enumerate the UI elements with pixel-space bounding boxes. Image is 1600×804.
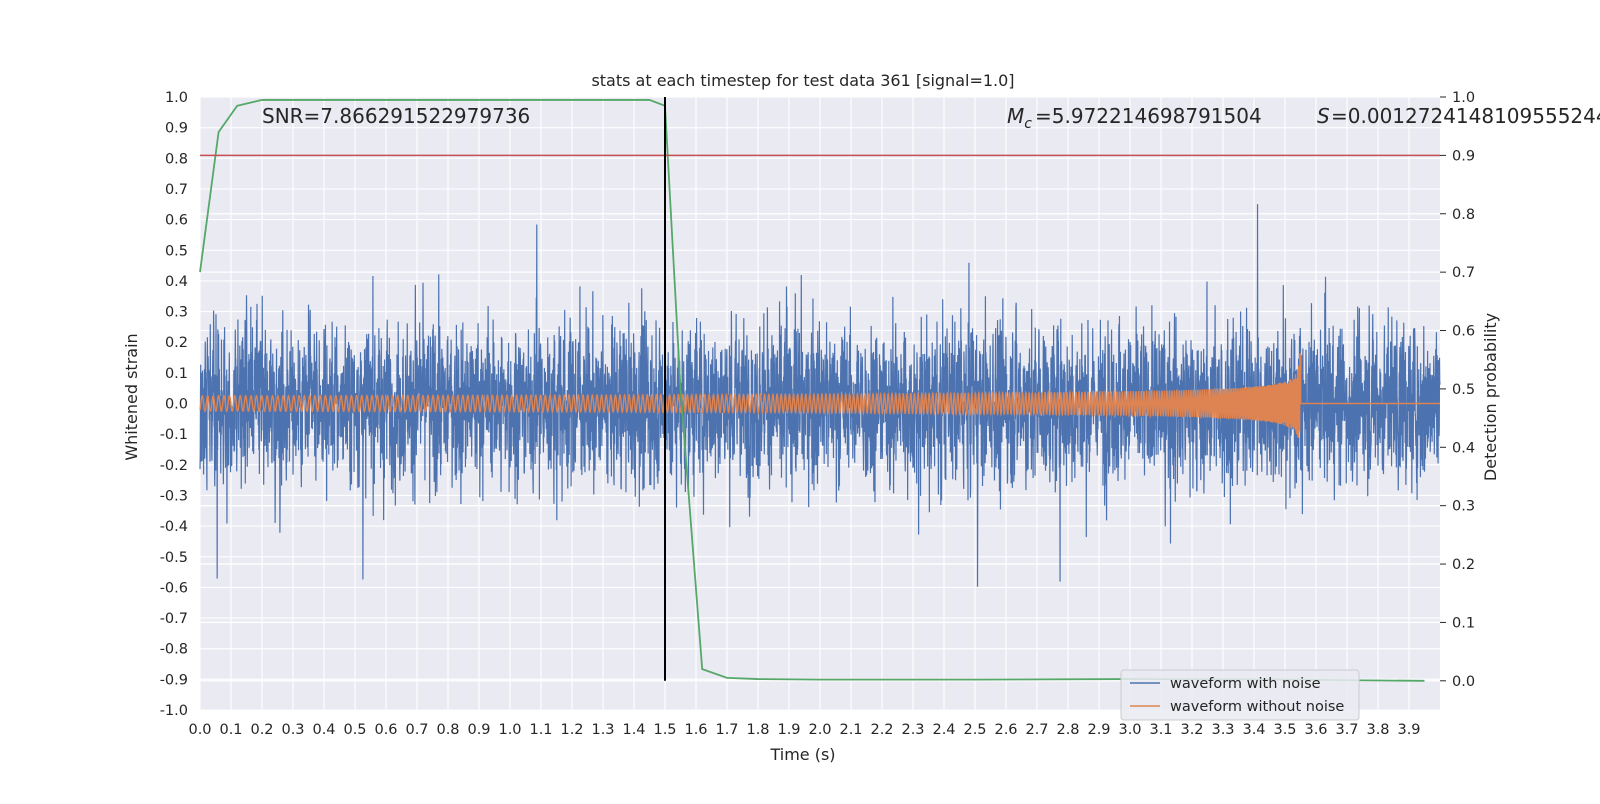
y-left-tick-label: -0.7 — [160, 611, 188, 627]
x-tick-label: 2.5 — [963, 722, 986, 738]
legend-box — [1120, 669, 1360, 721]
y-right-tick-label: 0.4 — [1452, 440, 1475, 456]
x-tick-label: 0.5 — [343, 722, 366, 738]
legend-label-clean: waveform without noise — [1170, 699, 1344, 715]
y-left-tick-label: 0.4 — [165, 274, 188, 290]
y-left-tick-label: -0.5 — [160, 550, 188, 566]
y-left-tick-label: -0.3 — [160, 488, 188, 504]
x-tick-label: 2.3 — [901, 722, 924, 738]
x-tick-label: 3.8 — [1366, 722, 1389, 738]
x-tick-label: 0.4 — [312, 722, 335, 738]
x-tick-label: 0.3 — [281, 722, 304, 738]
probability-line — [199, 99, 1425, 682]
x-tick-label: 1.7 — [715, 722, 738, 738]
legend: waveform with noise waveform without noi… — [1120, 669, 1360, 721]
x-tick-label: 3.1 — [1149, 722, 1172, 738]
x-tick-label: 0.8 — [436, 722, 459, 738]
x-tick-label: 2.2 — [870, 722, 893, 738]
y-right-tick-label: 0.1 — [1452, 615, 1475, 631]
series-waveform-without-noise — [199, 353, 1440, 438]
x-tick-label: 2.9 — [1087, 722, 1110, 738]
y-right-tick-label: 0.9 — [1452, 148, 1475, 164]
clean-line — [199, 353, 1440, 438]
y-right-tick-label: 0.6 — [1452, 324, 1475, 340]
x-tick-label: 1.5 — [653, 722, 676, 738]
x-tick-label: 0.9 — [467, 722, 490, 738]
y-left-tick-label: 0.6 — [165, 213, 188, 229]
x-tick-label: 1.6 — [684, 722, 707, 738]
chirp-mass-value: =5.972214698791504 — [1035, 104, 1262, 128]
x-tick-label: 2.6 — [994, 722, 1017, 738]
y-left-tick-label: -0.9 — [160, 672, 188, 688]
x-tick-label: 0.7 — [405, 722, 428, 738]
chart-title: stats at each timestep for test data 361… — [591, 71, 1014, 90]
legend-label-noise: waveform with noise — [1170, 676, 1321, 692]
x-tick-label: 2.1 — [839, 722, 862, 738]
y-right-tick-label: 0.0 — [1452, 674, 1475, 690]
x-tick-label: 2.8 — [1056, 722, 1079, 738]
y-left-tick-label: -1.0 — [160, 703, 188, 719]
y-left-tick-label: 0.1 — [165, 366, 188, 382]
y-left-tick-label: 0.8 — [165, 151, 188, 167]
x-tick-label: 0.1 — [219, 722, 242, 738]
x-axis-label: Time (s) — [769, 745, 835, 764]
x-tick-label: 2.4 — [932, 722, 955, 738]
y-left-tick-label: 0.2 — [165, 335, 188, 351]
y-left-tick-label: -0.1 — [160, 427, 188, 443]
y-axis-left-label: Whitened strain — [122, 333, 141, 460]
y-left-tick-label: -0.4 — [160, 519, 188, 535]
s-symbol: S — [1317, 104, 1330, 128]
x-tick-label: 2.0 — [808, 722, 831, 738]
x-tick-label: 3.7 — [1335, 722, 1358, 738]
y-axis-left-ticks: 1.0 0.9 0.8 0.7 0.6 0.5 0.4 0.3 0.2 0.1 0.0 -0.1 -0.… — [160, 90, 188, 719]
x-tick-label: 3.3 — [1211, 722, 1234, 738]
y-right-tick-label: 0.7 — [1452, 265, 1475, 281]
y-left-tick-label: -0.2 — [160, 458, 188, 474]
y-left-tick-label: -0.6 — [160, 580, 188, 596]
y-left-tick-label: 0.9 — [165, 121, 188, 137]
x-tick-label: 3.0 — [1118, 722, 1141, 738]
chirp-mass-annotation: Mc =5.972214698791504 — [1007, 104, 1262, 132]
series-detection-probability — [199, 99, 1425, 682]
y-left-tick-label: 1.0 — [165, 90, 188, 106]
snr-annotation: SNR=7.866291522979736 — [262, 104, 530, 128]
y-left-tick-label: 0.5 — [165, 243, 188, 259]
x-tick-label: 3.2 — [1180, 722, 1203, 738]
x-tick-label: 1.0 — [498, 722, 521, 738]
s-value: =0.0012724148109555244 — [1331, 104, 1600, 128]
y-axis-right-ticks: 1.0 0.9 0.8 0.7 0.6 0.5 0.4 0.3 0.2 0.1 0.0 — [1440, 90, 1475, 690]
y-axis-right-label: Detection probability — [1481, 313, 1500, 481]
x-tick-label: 3.9 — [1397, 722, 1420, 738]
x-axis-ticks: 0.0 0.1 0.2 0.3 0.4 0.5 0.6 0.7 0.8 0.9 1.0 1.1 1.2 1… — [188, 722, 1420, 738]
x-tick-label: 3.4 — [1242, 722, 1265, 738]
x-tick-label: 1.9 — [777, 722, 800, 738]
x-tick-label: 0.2 — [250, 722, 273, 738]
y-right-tick-label: 0.8 — [1452, 207, 1475, 223]
y-right-tick-label: 1.0 — [1452, 90, 1475, 106]
x-tick-label: 0.0 — [188, 722, 211, 738]
y-left-tick-label: 0.7 — [165, 182, 188, 198]
x-tick-label: 2.7 — [1025, 722, 1048, 738]
x-tick-label: 0.6 — [374, 722, 397, 738]
y-left-tick-label: 0.0 — [165, 397, 188, 413]
y-right-tick-label: 0.3 — [1452, 499, 1475, 515]
y-right-tick-label: 0.5 — [1452, 382, 1475, 398]
reference-lines — [200, 97, 1440, 681]
s-annotation: S =0.0012724148109555244 — [1317, 104, 1600, 128]
x-tick-label: 3.5 — [1273, 722, 1296, 738]
y-left-tick-label: 0.3 — [165, 305, 188, 321]
y-right-tick-label: 0.2 — [1452, 557, 1475, 573]
x-tick-label: 1.3 — [591, 722, 614, 738]
x-tick-label: 1.8 — [746, 722, 769, 738]
x-tick-label: 1.2 — [560, 722, 583, 738]
x-tick-label: 1.4 — [622, 722, 645, 738]
x-tick-label: 3.6 — [1304, 722, 1327, 738]
x-tick-label: 1.1 — [529, 722, 552, 738]
y-left-tick-label: -0.8 — [160, 642, 188, 658]
